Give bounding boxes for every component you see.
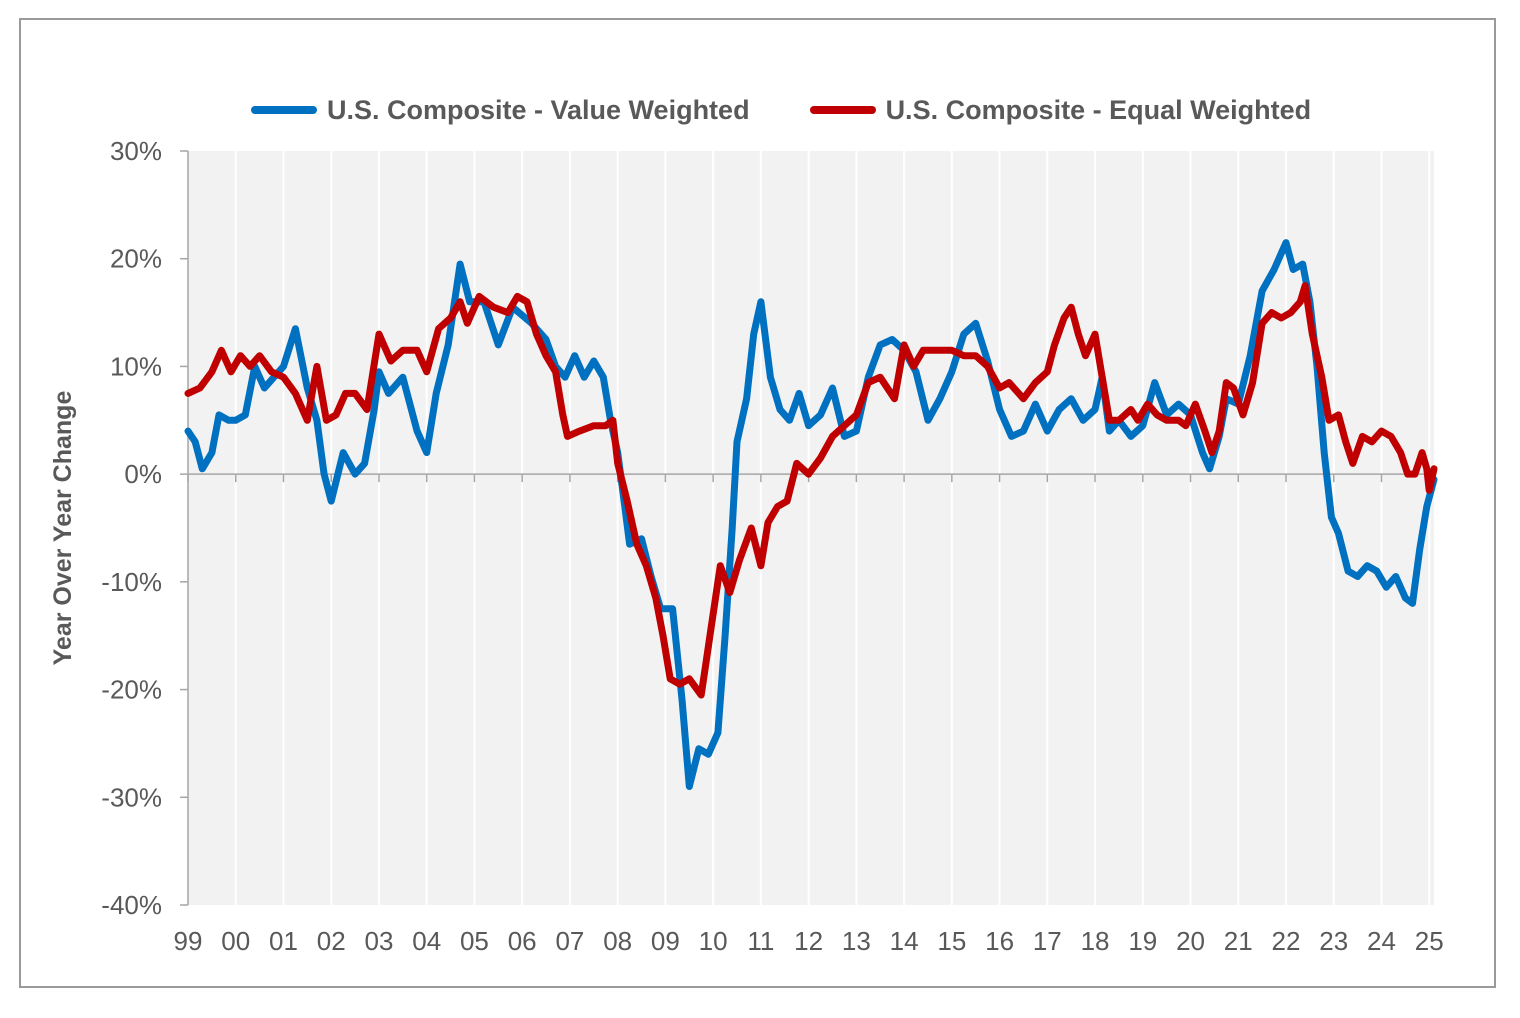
x-tick-label: 01	[269, 926, 298, 956]
x-tick-label: 10	[699, 926, 728, 956]
x-tick-label: 25	[1415, 926, 1444, 956]
y-tick-label: -10%	[101, 567, 162, 597]
x-tick-label: 99	[174, 926, 203, 956]
y-tick-label: 20%	[110, 244, 162, 274]
grid-lines	[234, 151, 1431, 905]
legend-label-equal-weighted: U.S. Composite - Equal Weighted	[885, 94, 1312, 125]
x-tick-label: 02	[317, 926, 346, 956]
y-tick-label: 30%	[110, 136, 162, 166]
x-tick-label: 24	[1367, 926, 1396, 956]
x-tick-label: 20	[1176, 926, 1205, 956]
x-tick-label: 11	[747, 926, 774, 956]
y-tick-label: -20%	[101, 675, 162, 705]
legend-item-equal-weighted: U.S. Composite - Equal Weighted	[809, 94, 1312, 126]
series-lines	[184, 239, 1438, 790]
x-tick-label: 16	[985, 926, 1014, 956]
series-line-equal-weighted	[184, 282, 1438, 699]
x-tick-label: 05	[460, 926, 489, 956]
x-tick-label: 03	[364, 926, 393, 956]
x-tick-label: 19	[1128, 926, 1157, 956]
x-tick-label: 07	[555, 926, 584, 956]
legend-swatch-equal-weighted	[809, 106, 876, 114]
x-tick-label: 09	[651, 926, 680, 956]
legend-swatch-value-weighted	[251, 106, 317, 114]
x-tick-label: 13	[842, 926, 871, 956]
x-tick-label: 15	[937, 926, 966, 956]
legend-label-value-weighted: U.S. Composite - Value Weighted	[327, 94, 750, 125]
legend-item-value-weighted: U.S. Composite - Value Weighted	[251, 95, 750, 126]
y-tick-label: -40%	[101, 890, 162, 920]
x-tick-label: 08	[603, 926, 632, 956]
x-tick-label: 06	[508, 926, 537, 956]
series-line-value-weighted	[184, 239, 1438, 790]
x-tick-label: 12	[794, 926, 823, 956]
y-tick-label: -30%	[101, 782, 162, 812]
x-tick-label: 21	[1224, 926, 1253, 956]
legend: U.S. Composite - Value Weighted U.S. Com…	[251, 90, 1311, 130]
x-tick-label: 14	[890, 926, 919, 956]
tick-labels: 30% 20% 10% 0% -10% -20% -30% -40% 99 00 01 02 03 04 0…	[101, 136, 1443, 956]
y-tick-label: 10%	[110, 351, 162, 381]
x-tick-label: 04	[412, 926, 441, 956]
y-tick-label: 0%	[124, 459, 162, 489]
x-tick-label: 22	[1272, 926, 1301, 956]
x-tick-label: 23	[1319, 926, 1348, 956]
x-tick-label: 18	[1081, 926, 1110, 956]
plot-area	[188, 151, 1434, 905]
x-tick-label: 17	[1033, 926, 1062, 956]
x-tick-label: 00	[221, 926, 250, 956]
y-axis-title: Year Over Year Change	[49, 391, 77, 666]
